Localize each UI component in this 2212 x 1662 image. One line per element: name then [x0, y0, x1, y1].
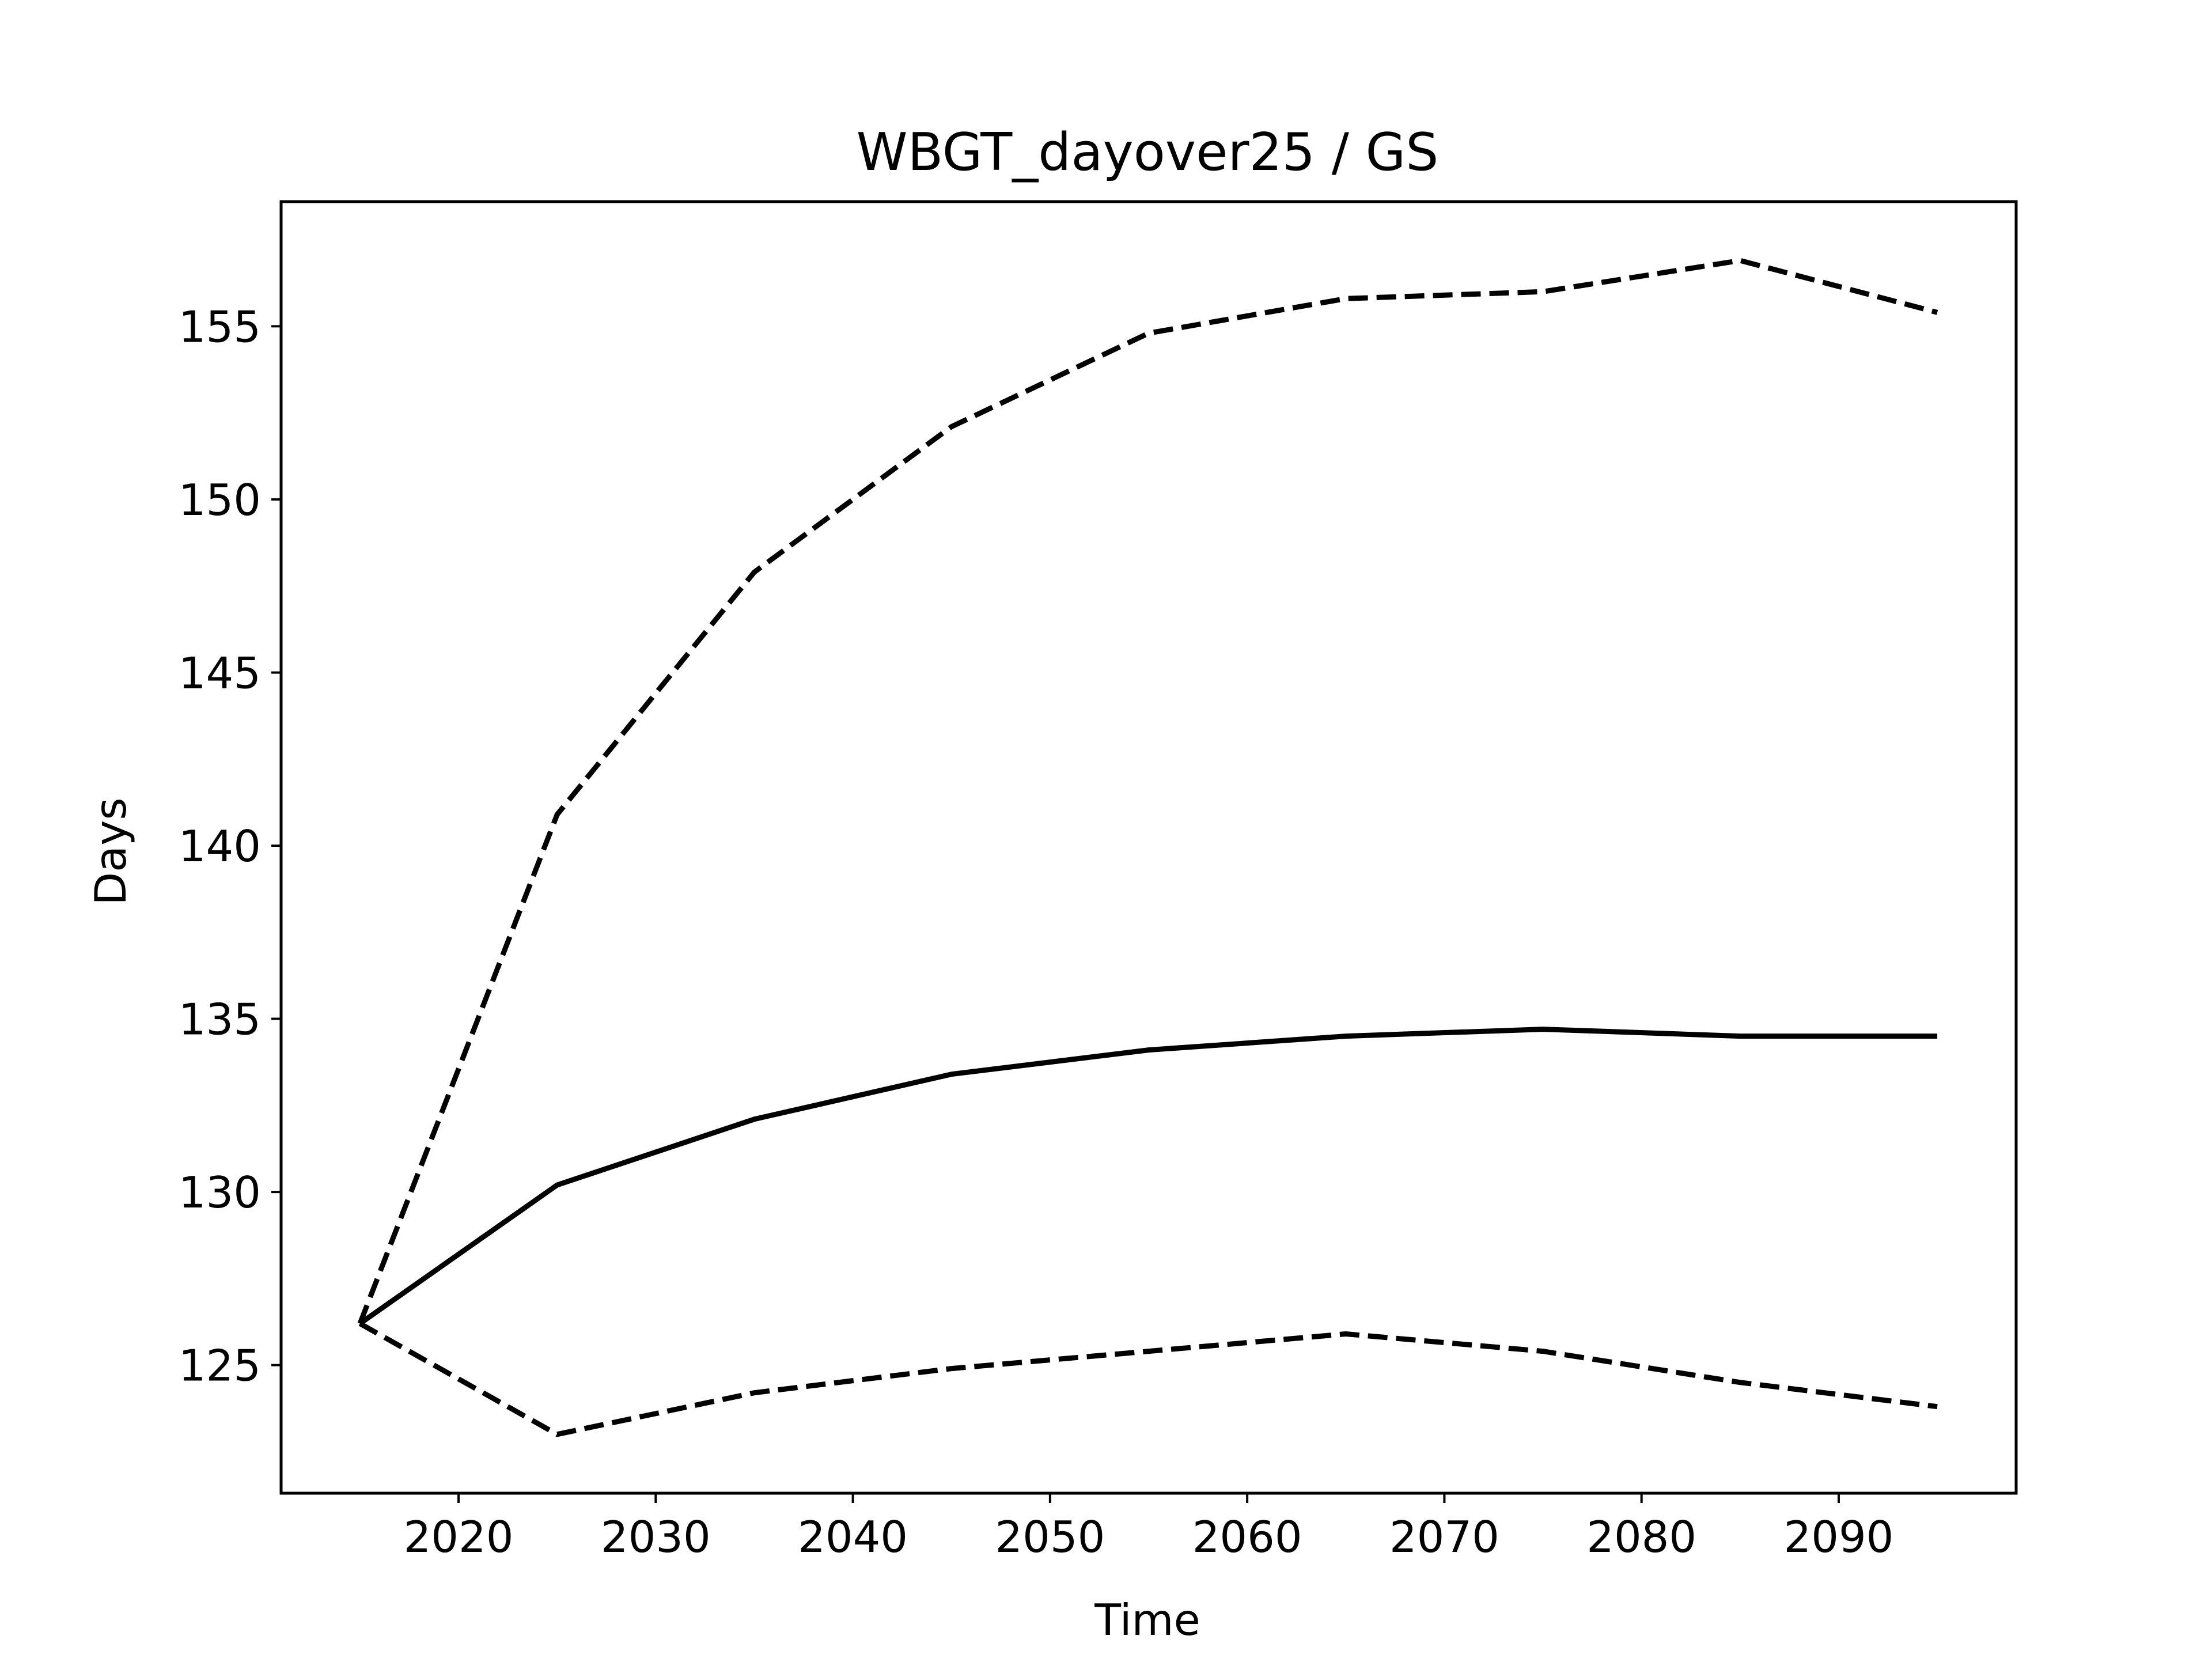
y-axis-ticks: 125 130 135 140 145 150 155 [179, 301, 281, 1391]
y-tick-label: 130 [179, 1167, 261, 1218]
x-axis-ticks: 2020 2030 2040 2050 2060 2070 2080 2090 [404, 1493, 1894, 1562]
x-tick-label: 2050 [995, 1512, 1105, 1562]
series-line-3 [358, 1321, 1938, 1437]
y-tick-label: 140 [179, 821, 261, 872]
x-tick-label: 2070 [1389, 1512, 1499, 1562]
y-tick-label: 150 [179, 475, 261, 525]
plot-frame [279, 200, 2018, 1495]
y-tick-label: 125 [179, 1341, 261, 1391]
x-tick-label: 2080 [1586, 1512, 1696, 1562]
series-line-2 [358, 1027, 1938, 1326]
y-tick-label: 155 [179, 301, 261, 352]
chart-title: WBGT_dayover25 / GS [857, 122, 1439, 183]
series-line-1 [357, 258, 1938, 1325]
x-axis-label: Time [1094, 1595, 1200, 1645]
x-tick-label: 2020 [404, 1512, 514, 1562]
x-tick-label: 2040 [798, 1512, 908, 1562]
x-tick-label: 2060 [1192, 1512, 1302, 1562]
x-tick-label: 2090 [1784, 1512, 1894, 1562]
y-tick-label: 135 [179, 994, 261, 1045]
y-tick-label: 145 [179, 648, 261, 698]
series-layer [357, 258, 1938, 1437]
y-axis-label: Days [85, 797, 136, 905]
x-tick-label: 2030 [601, 1512, 711, 1562]
